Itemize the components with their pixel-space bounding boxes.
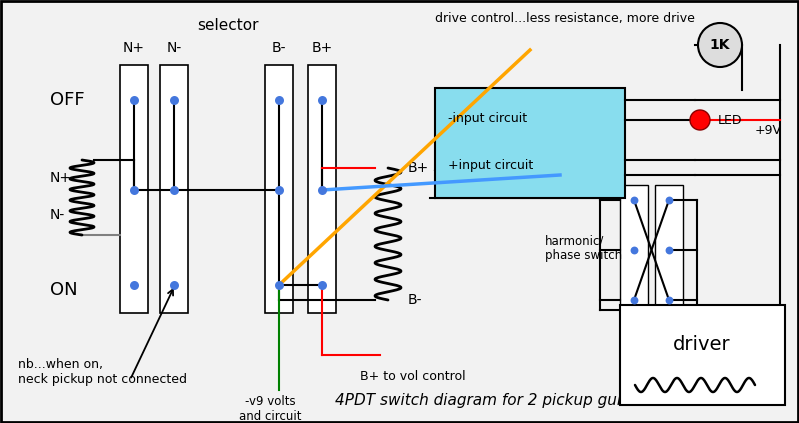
Point [168,96,181,103]
Text: ON: ON [50,281,78,299]
Circle shape [698,23,742,67]
Point [272,187,285,193]
Bar [620,305,785,405]
Text: 1K: 1K [710,38,730,52]
Text: OFF: OFF [50,91,85,109]
Point [316,96,328,103]
Bar [655,185,683,315]
Text: B+: B+ [408,161,429,175]
Bar [265,65,293,313]
Point [272,96,285,103]
Text: N+: N+ [50,171,72,185]
Text: driver: driver [674,335,731,354]
Point [128,96,141,103]
Text: N+: N+ [123,41,145,55]
Point [662,247,675,253]
Text: LED: LED [718,113,742,126]
Point [627,247,640,253]
Text: nb...when on,
neck pickup not connected: nb...when on, neck pickup not connected [18,358,187,386]
Text: B+ to vol control: B+ to vol control [360,370,466,383]
Point [168,187,181,193]
Bar [620,185,648,315]
Point [662,297,675,303]
Point [128,282,141,288]
Text: +input circuit: +input circuit [448,159,533,171]
Text: 4PDT switch diagram for 2 pickup guitar: 4PDT switch diagram for 2 pickup guitar [335,393,642,408]
Point [316,282,328,288]
Text: B-: B- [272,41,286,55]
Text: N-: N- [166,41,181,55]
Point [168,282,181,288]
Point [316,187,328,193]
Text: B+: B+ [312,41,332,55]
Text: B-: B- [408,293,423,307]
Point [272,282,285,288]
Bar [308,65,336,313]
Text: +9V: +9V [755,124,782,137]
Bar [435,88,625,198]
Text: selector: selector [197,18,259,33]
Point [627,297,640,303]
Text: drive control...less resistance, more drive: drive control...less resistance, more dr… [435,12,695,25]
Text: -input circuit: -input circuit [448,112,527,124]
Text: N-: N- [50,208,66,222]
Point [662,197,675,203]
Circle shape [690,110,710,130]
Text: -v9 volts
and circuit
power: -v9 volts and circuit power [239,395,301,423]
Point [128,187,141,193]
Text: harmonic/
phase switch: harmonic/ phase switch [545,234,622,262]
Bar [160,65,188,313]
Point [627,197,640,203]
Bar [120,65,148,313]
